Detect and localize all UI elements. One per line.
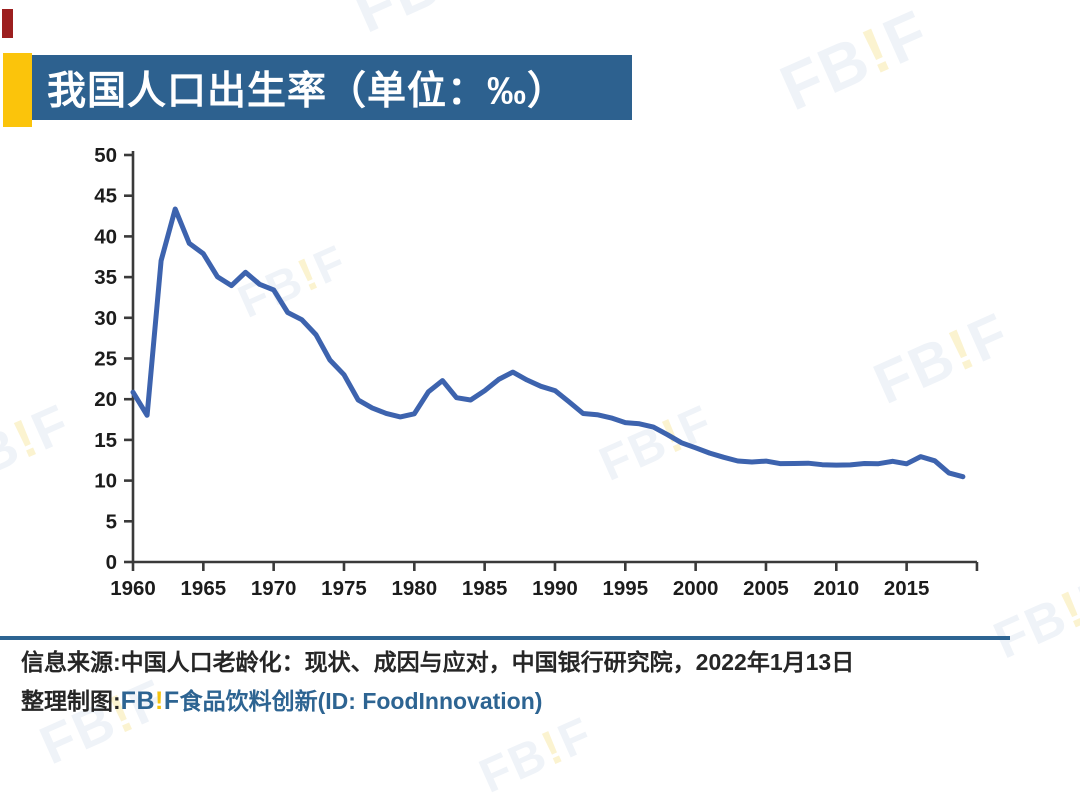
svg-text:50: 50 — [94, 144, 117, 167]
credit-text: 食品饮料创新(ID: FoodInnovation) — [179, 688, 543, 714]
title-accent-bar — [3, 53, 32, 127]
fbif-logo: FB!F — [120, 687, 180, 715]
svg-text:1970: 1970 — [251, 577, 297, 600]
svg-text:1975: 1975 — [321, 577, 367, 600]
svg-text:5: 5 — [106, 510, 117, 533]
svg-text:1985: 1985 — [462, 577, 508, 600]
svg-text:20: 20 — [94, 388, 117, 411]
svg-text:0: 0 — [106, 551, 117, 574]
fbif-watermark: FB!F — [344, 0, 508, 46]
fbif-watermark: FB!F — [472, 707, 601, 804]
birth-rate-chart: 0 5 10 15 20 25 30 35 40 45 50 1960 1965 1970 1975 1980… — [0, 130, 1080, 630]
page-title: 我国人口出生率（单位：‰） — [47, 69, 568, 113]
credit-line: 整理制图:FB!F食品饮料创新(ID: FoodInnovation) — [21, 686, 1061, 716]
title-banner: 我国人口出生率（单位：‰） — [32, 55, 632, 120]
svg-text:15: 15 — [94, 429, 117, 452]
svg-text:10: 10 — [94, 470, 117, 493]
svg-text:1990: 1990 — [532, 577, 578, 600]
svg-text:1980: 1980 — [392, 577, 438, 600]
footer-divider — [0, 636, 1010, 640]
svg-text:45: 45 — [94, 185, 117, 208]
svg-text:40: 40 — [94, 225, 117, 248]
source-line: 信息来源:中国人口老龄化：现状、成因与应对，中国银行研究院，2022年1月13日 — [21, 647, 1061, 677]
birth-rate-chart-svg: 0 5 10 15 20 25 30 35 40 45 50 1960 1965 1970 1975 1980… — [94, 144, 979, 600]
svg-text:2005: 2005 — [743, 577, 789, 600]
birth-rate-line — [130, 206, 966, 480]
svg-text:2015: 2015 — [884, 577, 930, 600]
svg-text:2000: 2000 — [673, 577, 719, 600]
svg-text:35: 35 — [94, 266, 117, 289]
svg-text:30: 30 — [94, 307, 117, 330]
credit-label: 整理制图: — [21, 688, 121, 714]
axes — [124, 151, 979, 571]
red-corner-mark — [2, 9, 13, 38]
svg-text:2010: 2010 — [813, 577, 859, 600]
source-text: 中国人口老龄化：现状、成因与应对，中国银行研究院，2022年1月13日 — [120, 649, 855, 675]
svg-text:1965: 1965 — [181, 577, 227, 600]
footer: 信息来源:中国人口老龄化：现状、成因与应对，中国银行研究院，2022年1月13日… — [21, 647, 1061, 716]
svg-text:1995: 1995 — [603, 577, 649, 600]
source-label: 信息来源: — [21, 649, 121, 675]
tick-labels: 0 5 10 15 20 25 30 35 40 45 50 1960 1965 1970 1975 1980… — [94, 144, 929, 600]
fbif-watermark: FB!F — [770, 0, 940, 125]
svg-text:25: 25 — [94, 348, 117, 371]
svg-text:1960: 1960 — [110, 577, 156, 600]
